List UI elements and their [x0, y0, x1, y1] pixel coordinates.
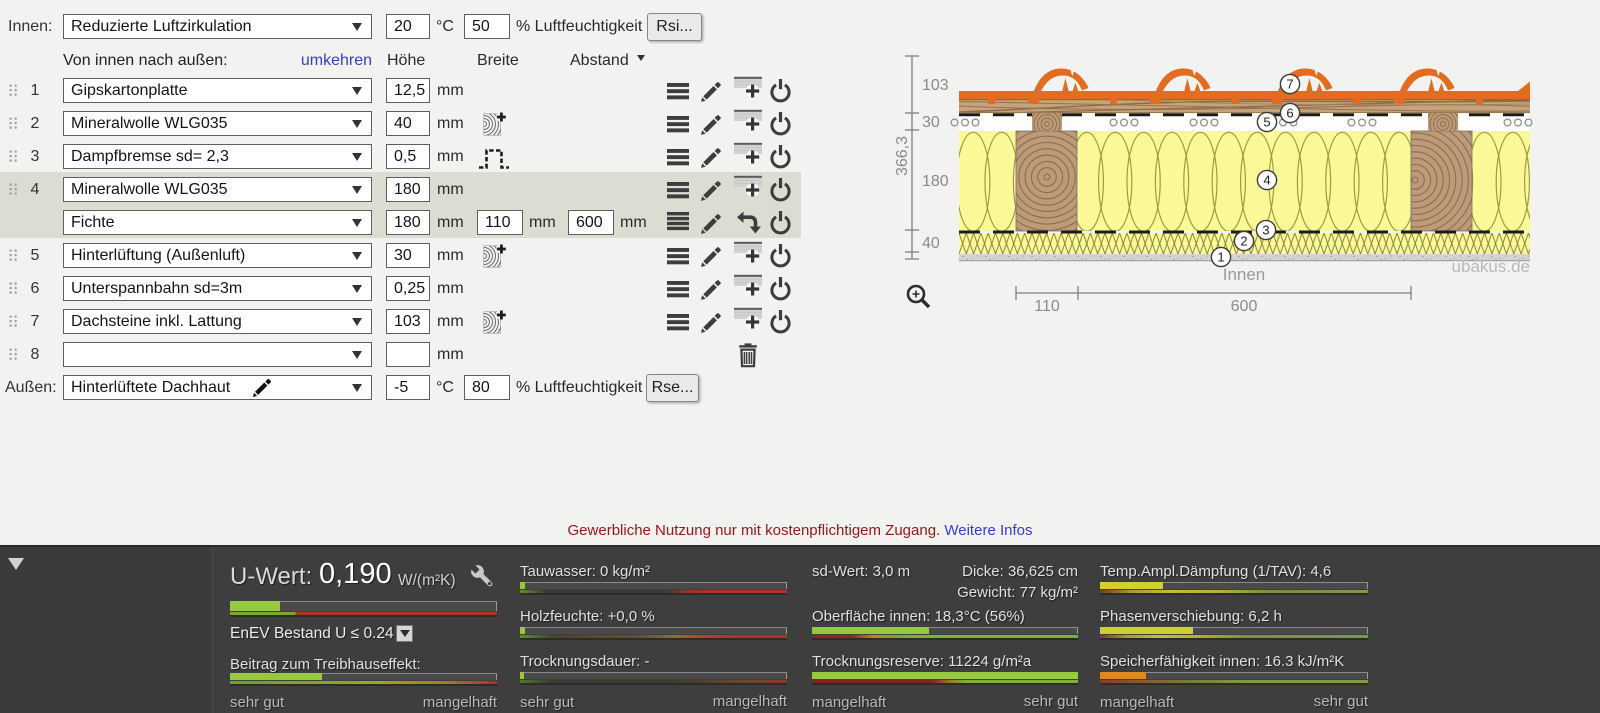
svg-text:30: 30 [922, 114, 940, 131]
svg-text:110: 110 [1034, 298, 1060, 315]
svg-text:40: 40 [922, 235, 940, 252]
svg-text:1: 1 [1217, 250, 1224, 265]
svg-text:2: 2 [1240, 234, 1247, 249]
svg-text:103: 103 [922, 77, 949, 94]
svg-text:366,3: 366,3 [894, 136, 911, 176]
svg-text:Innen: Innen [1223, 265, 1266, 284]
svg-text:4: 4 [1263, 173, 1270, 188]
svg-text:ubakus.de: ubakus.de [1452, 257, 1530, 276]
svg-text:5: 5 [1263, 115, 1270, 130]
svg-text:3: 3 [1262, 223, 1269, 238]
svg-text:6: 6 [1286, 106, 1293, 121]
svg-text:180: 180 [922, 173, 949, 190]
svg-text:600: 600 [1231, 298, 1258, 315]
svg-text:7: 7 [1286, 77, 1293, 92]
